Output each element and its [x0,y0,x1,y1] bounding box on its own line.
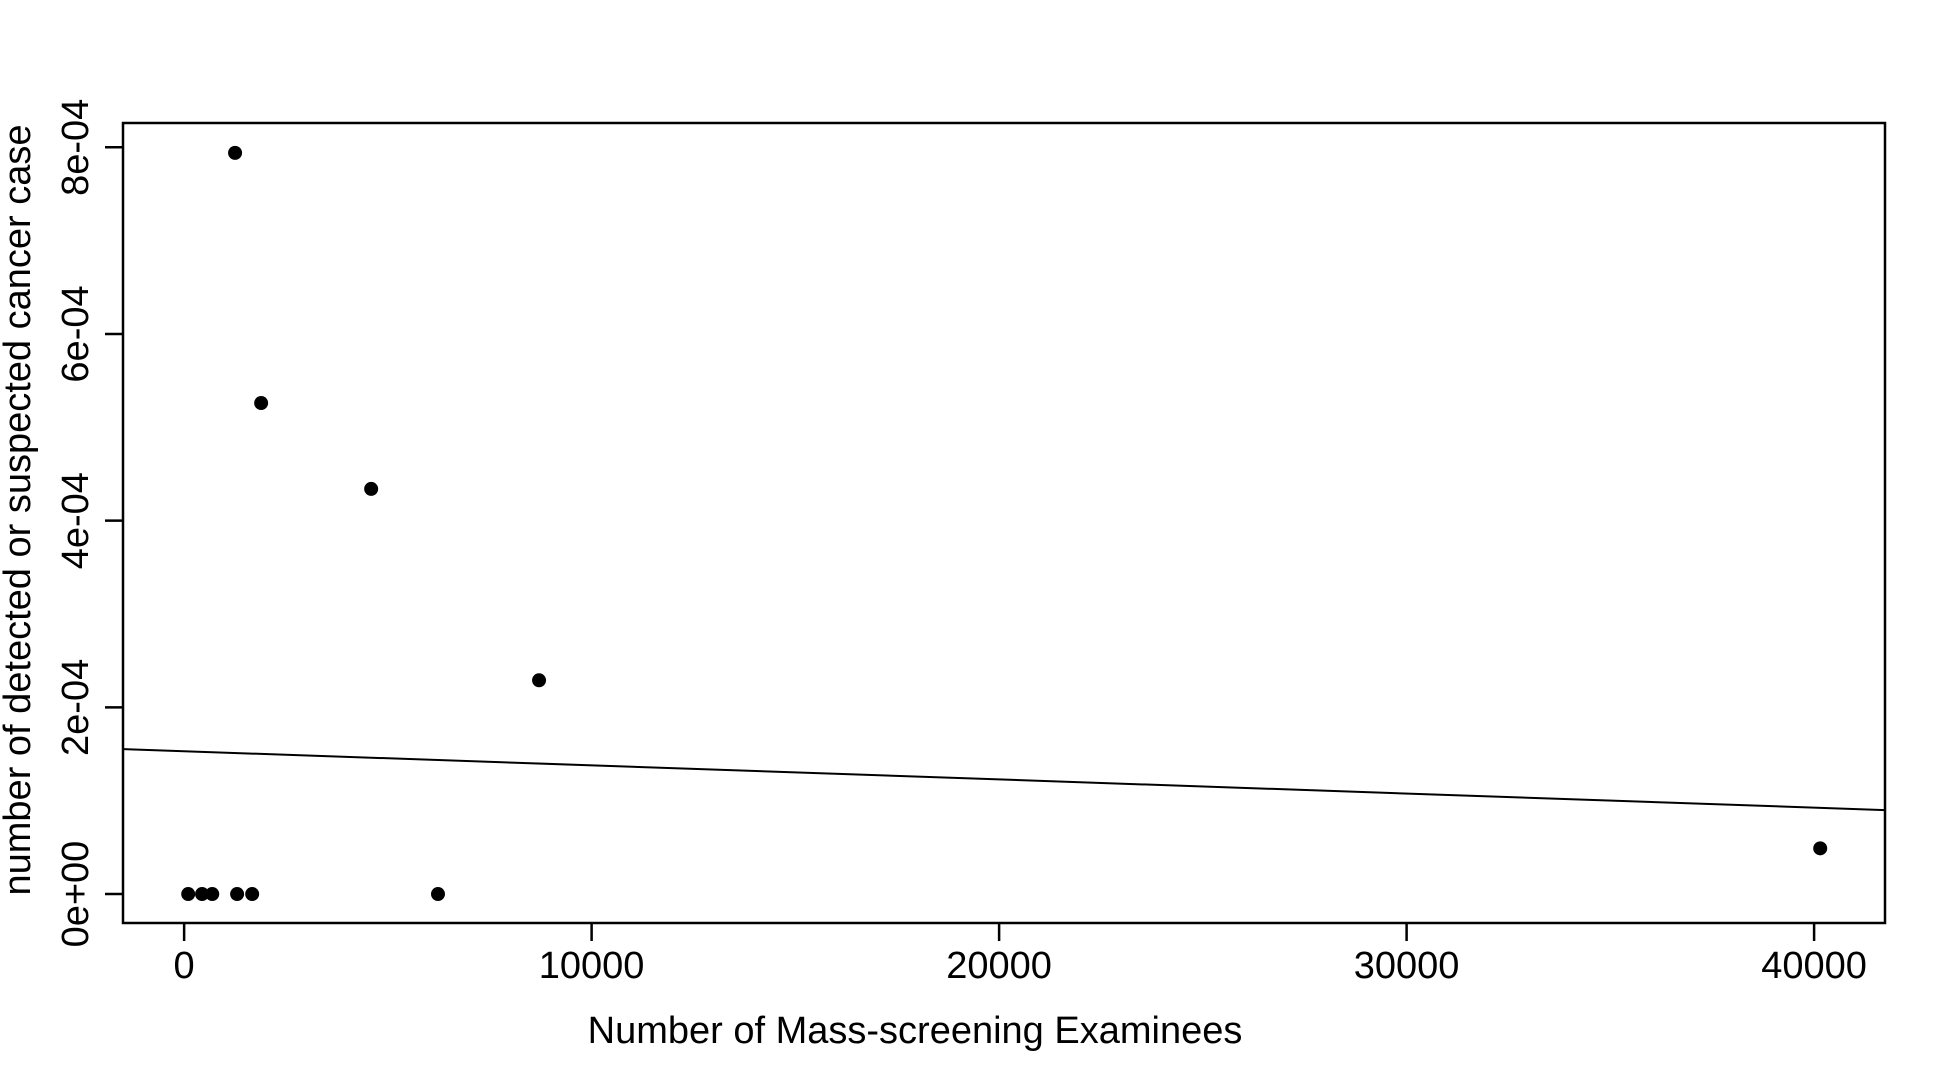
x-axis-title: Number of Mass-screening Examinees [588,1010,1243,1052]
data-point [230,887,245,902]
y-tick-label: 8e-04 [55,99,97,196]
regression-line-group [122,748,1886,812]
x-axis-ticks: 0 10000 20000 30000 40000 [174,923,1867,987]
x-tick-label: 0 [174,945,195,987]
regression-line [122,748,1886,812]
data-point [1813,841,1828,856]
y-tick-label: 2e-04 [55,659,97,756]
x-tick-label: 10000 [539,945,645,987]
data-point [228,145,243,160]
data-point [254,396,269,411]
y-tick-label: 0e+00 [55,841,97,948]
data-point [181,887,196,902]
plot-area-border [121,121,1887,925]
data-point [195,887,210,902]
data-point [532,673,547,688]
data-point [430,887,445,902]
x-tick-label: 30000 [1354,945,1460,987]
y-tick-label: 4e-04 [55,472,97,569]
data-point [245,887,260,902]
y-axis-title: number of detected or suspected cancer c… [0,124,39,895]
data-point [364,481,379,496]
x-tick-label: 40000 [1761,945,1867,987]
data-point [205,887,220,902]
data-points [181,145,1828,902]
y-tick-label: 6e-04 [55,285,97,382]
x-tick-label: 20000 [946,945,1052,987]
y-axis-ticks: 0e+00 2e-04 4e-04 6e-04 8e-04 [55,99,123,948]
